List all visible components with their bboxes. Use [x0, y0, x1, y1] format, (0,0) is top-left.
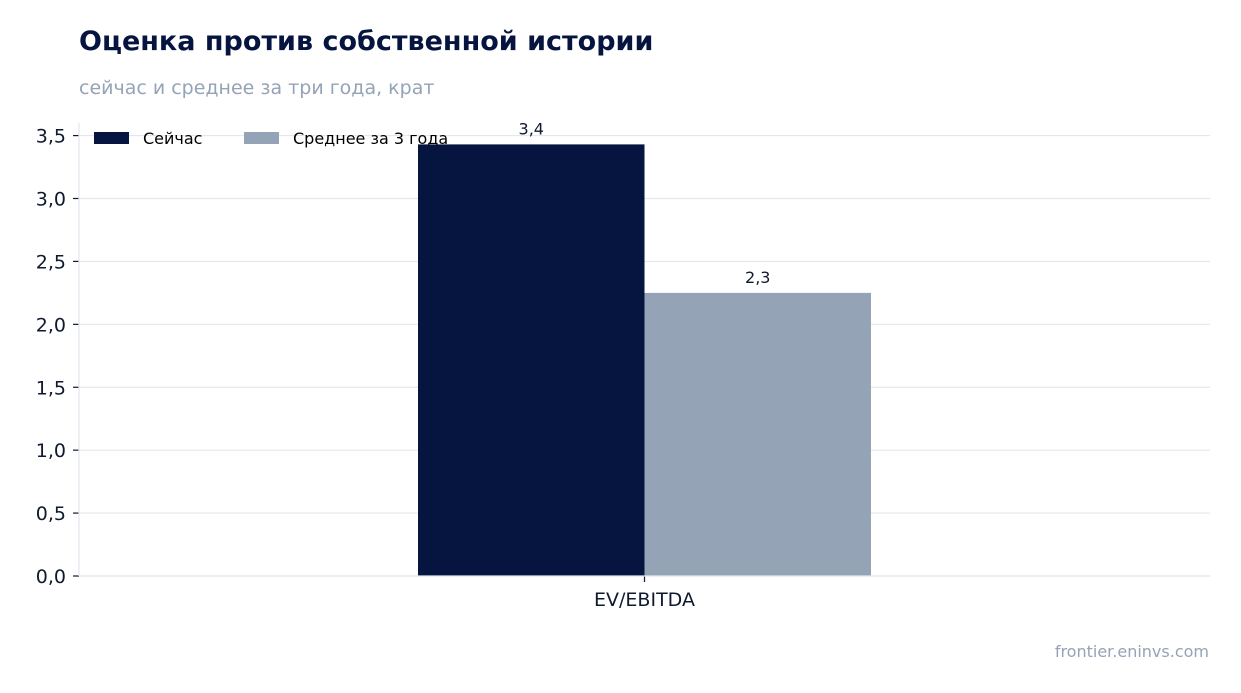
bar-avg: [644, 292, 871, 576]
y-tick-label: 1,0: [36, 440, 66, 462]
y-tick-label: 3,5: [36, 126, 66, 148]
legend-swatch: [244, 132, 279, 144]
legend-label: Сейчас: [143, 129, 202, 148]
chart-subtitle: сейчас и среднее за три года, крат: [79, 77, 435, 99]
y-tick-label: 3,0: [36, 189, 66, 211]
y-tick-label: 0,5: [36, 503, 66, 525]
source-watermark: frontier.eninvs.com: [1054, 642, 1209, 661]
axes: 0,0 0,5 1,0 1,5 2,0 2,5 3,0 3,5 EV/EBITDA: [36, 123, 1210, 611]
y-tick-label: 2,5: [36, 251, 66, 273]
data-label: 3,4: [519, 119, 544, 138]
legend-label: Среднее за 3 года: [293, 129, 448, 148]
x-tick-label: EV/EBITDA: [594, 589, 695, 611]
y-tick-label: 1,5: [36, 377, 66, 399]
data-label: 2,3: [745, 268, 770, 287]
legend-swatch: [94, 132, 129, 144]
y-tick-label: 2,0: [36, 314, 66, 336]
chart-title: Оценка против собственной истории: [79, 26, 654, 57]
y-tick-label: 0,0: [36, 566, 66, 588]
bar-now: [418, 144, 645, 576]
bars: 3,4 2,3: [418, 119, 871, 576]
legend: Сейчас Среднее за 3 года: [94, 129, 448, 148]
